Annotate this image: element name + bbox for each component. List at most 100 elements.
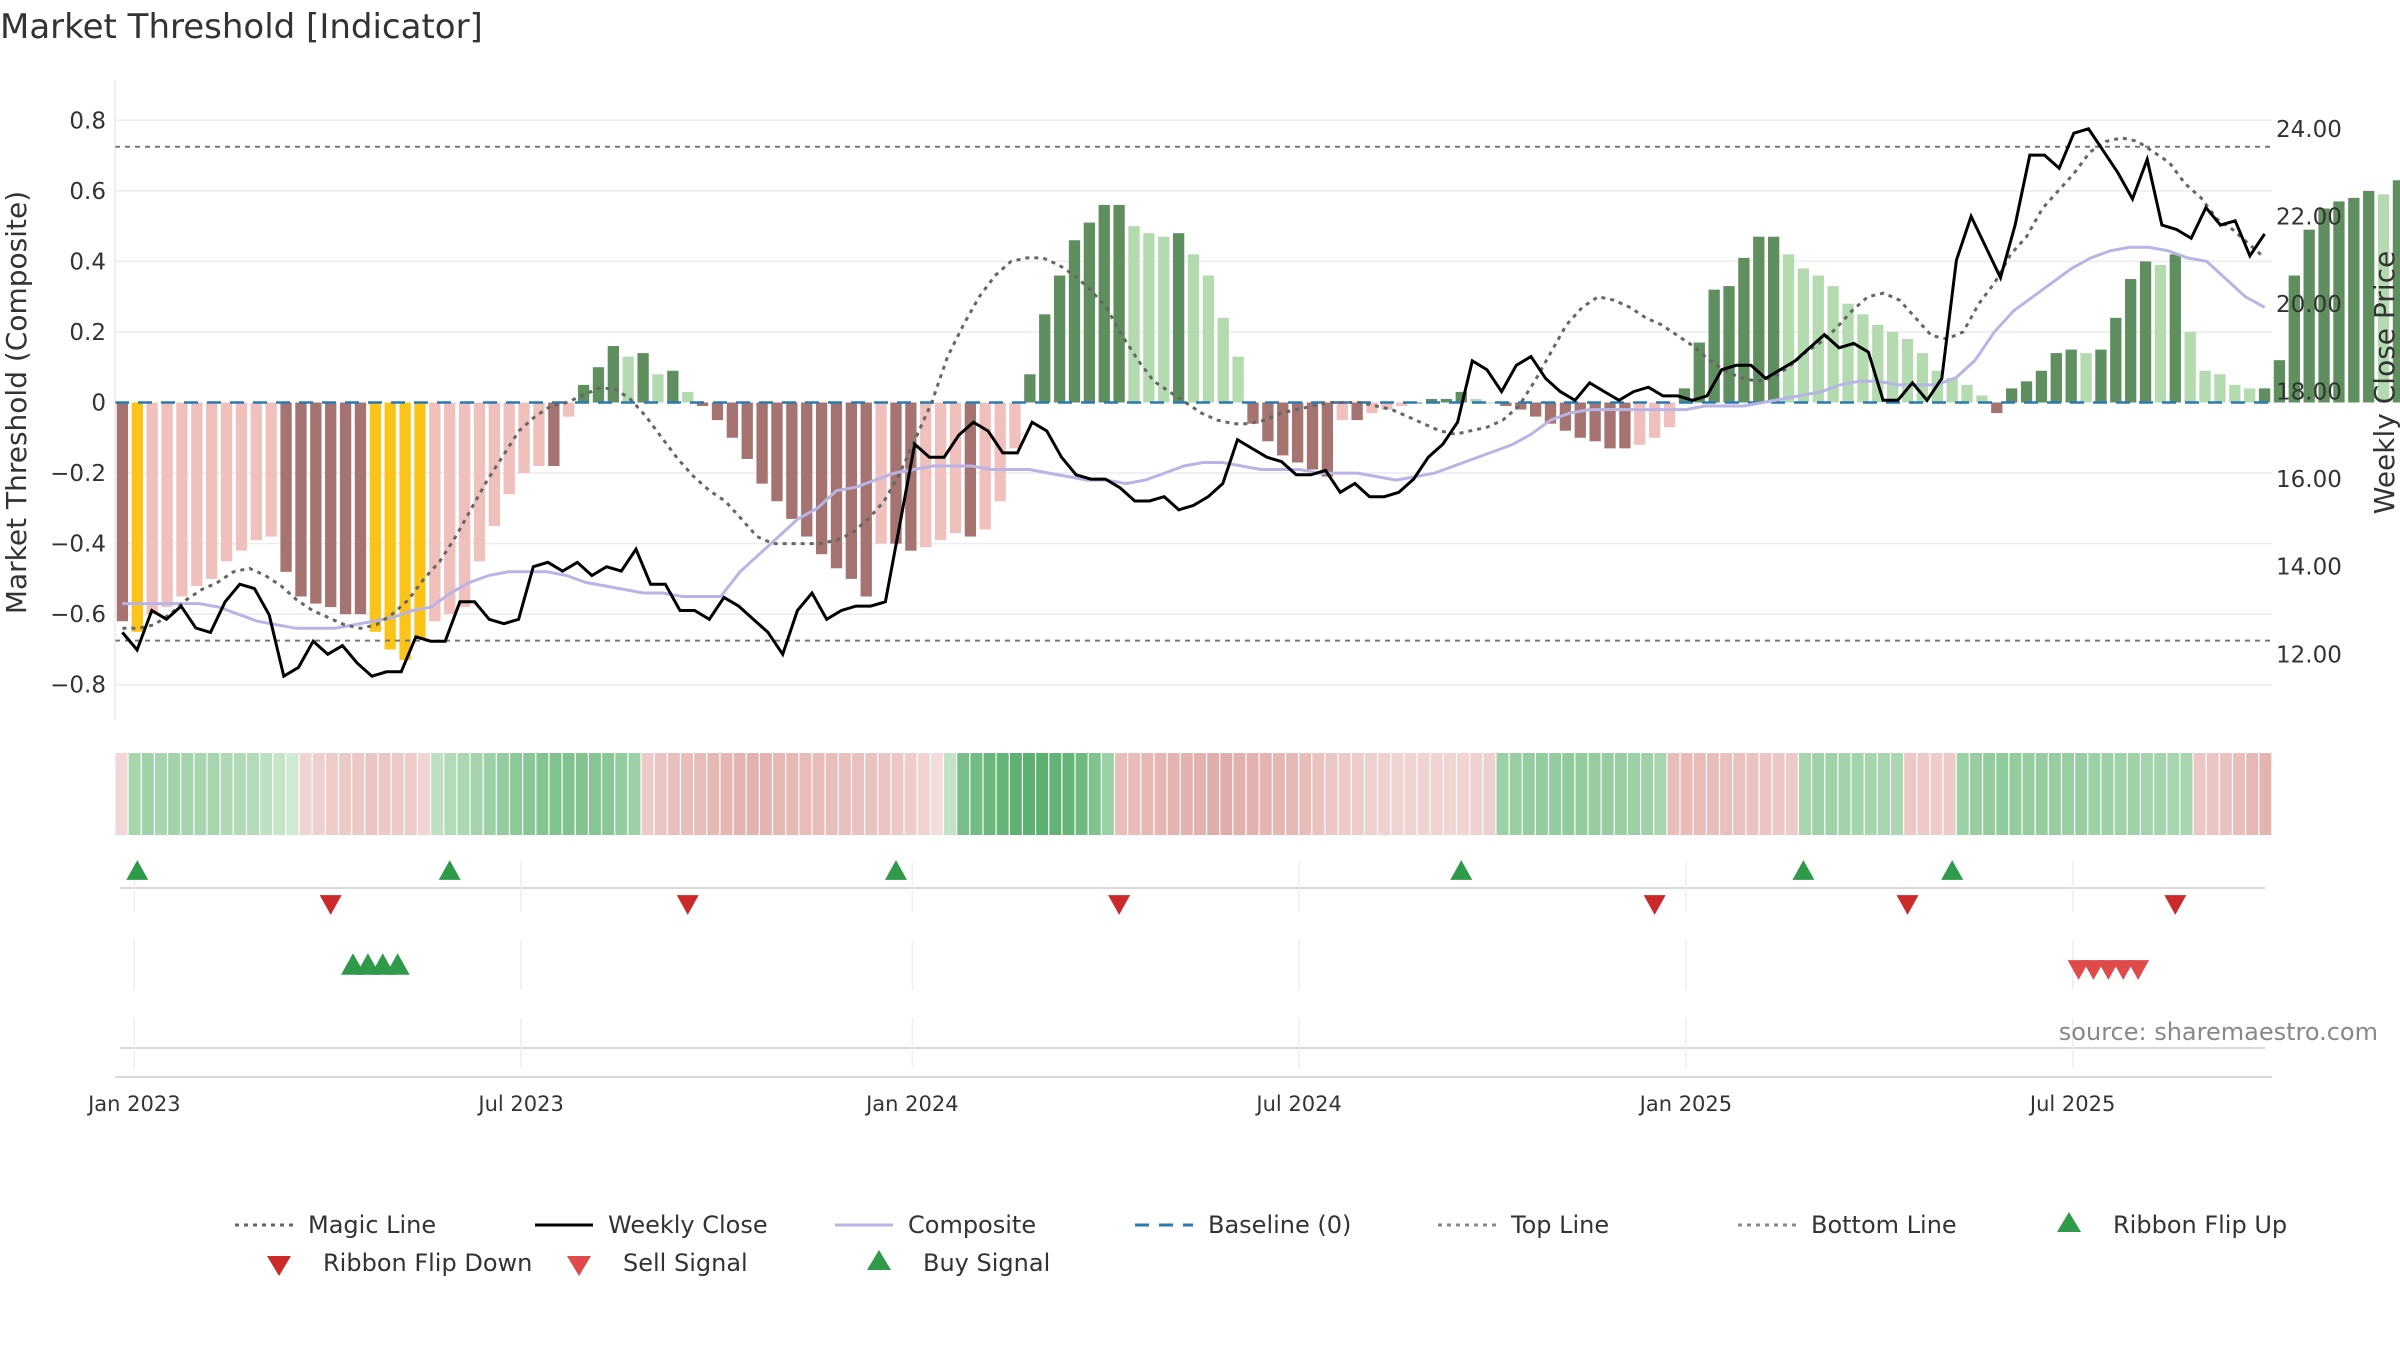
buy-signal-marker xyxy=(385,953,410,975)
ribbon-cell xyxy=(733,753,746,835)
ribbon-cell xyxy=(681,753,694,835)
ribbon-cell xyxy=(983,753,996,835)
legend-label: Bottom Line xyxy=(1811,1211,1957,1239)
composite-bar xyxy=(339,402,352,615)
ribbon-cell xyxy=(1733,753,1746,835)
ribbon-cell xyxy=(1220,753,1233,835)
ribbon-cell xyxy=(628,753,641,835)
ribbon-cell xyxy=(273,753,286,835)
composite-bar xyxy=(949,402,962,534)
ribbon-flip-up-marker xyxy=(438,860,461,880)
ribbon-cell xyxy=(575,753,588,835)
legend-swatch xyxy=(267,1256,291,1276)
composite-bar xyxy=(830,402,843,569)
composite-bar xyxy=(384,402,396,650)
ribbon-cell xyxy=(1522,753,1535,835)
ribbon-cell xyxy=(1430,753,1443,835)
legend-swatch xyxy=(867,1250,891,1270)
ribbon-cell xyxy=(773,753,786,835)
composite-bar xyxy=(548,402,560,466)
ribbon-cell xyxy=(720,753,733,835)
ribbon-cell xyxy=(1601,753,1614,835)
ribbon-cell xyxy=(339,753,352,835)
composite-bar xyxy=(905,402,917,551)
date-tick-label: Jan 2024 xyxy=(864,1092,959,1116)
composite-bar xyxy=(1797,268,1810,403)
composite-bar xyxy=(325,402,337,608)
composite-bar xyxy=(280,402,292,572)
ribbon-flip-down-marker xyxy=(676,895,699,915)
composite-bar xyxy=(1946,377,1958,403)
composite-bar xyxy=(2020,381,2033,403)
ribbon-cell xyxy=(1575,753,1588,835)
composite-bar xyxy=(1053,275,1066,403)
composite-bar xyxy=(1708,289,1720,403)
composite-bar xyxy=(191,402,203,586)
composite-bar xyxy=(1396,402,1408,407)
ribbon-cell xyxy=(1259,753,1272,835)
ribbon-cell xyxy=(957,753,970,835)
ribbon-cell xyxy=(2206,753,2219,835)
ribbon-flip-up-marker xyxy=(1941,860,1964,880)
ribbon-cell xyxy=(641,753,654,835)
ribbon-cell xyxy=(2035,753,2048,835)
composite-bar xyxy=(1544,402,1557,424)
ribbon-cell xyxy=(1075,753,1088,835)
composite-bar xyxy=(741,402,753,459)
ribbon-cell xyxy=(352,753,365,835)
composite-bar xyxy=(2184,331,2196,403)
composite-bar xyxy=(1351,402,1363,421)
ribbon-cell xyxy=(1628,753,1640,835)
ribbon-cell xyxy=(1049,753,1062,835)
composite-bar xyxy=(964,402,977,537)
ribbon-cell xyxy=(588,753,601,835)
composite-bar xyxy=(2303,229,2315,403)
ribbon-cell xyxy=(904,753,917,835)
ribbon-cell xyxy=(2233,753,2245,835)
ribbon-cell xyxy=(1667,753,1680,835)
left-tick-label: 0 xyxy=(91,391,106,417)
right-tick-label: 20.00 xyxy=(2276,292,2342,318)
ribbon-cell xyxy=(1207,753,1220,835)
composite-bar xyxy=(1128,226,1140,403)
ribbon-cell xyxy=(1180,753,1193,835)
date-tick-label: Jul 2025 xyxy=(2028,1092,2115,1116)
composite-bar xyxy=(518,402,530,474)
ribbon-cell xyxy=(1023,753,1035,835)
ribbon-cell xyxy=(1746,753,1759,835)
sell-signal-marker xyxy=(2082,960,2105,980)
ribbon-cell xyxy=(1825,753,1838,835)
ribbon-cell xyxy=(128,753,141,835)
ribbon-cell xyxy=(1720,753,1733,835)
ribbon-flip-down-marker xyxy=(1108,895,1131,915)
ribbon-cell xyxy=(1956,753,1969,835)
ribbon-flip-up-marker xyxy=(126,860,149,880)
ribbon-cell xyxy=(378,753,391,835)
ribbon-flip-down-marker xyxy=(319,895,342,915)
ribbon-cell xyxy=(365,753,378,835)
composite-bar xyxy=(1857,314,1869,403)
composite-bar xyxy=(2125,279,2137,403)
ribbon-cell xyxy=(1509,753,1522,835)
legend-swatch xyxy=(567,1256,591,1276)
ribbon-cell xyxy=(444,753,457,835)
composite-bar xyxy=(622,356,634,403)
ribbon-cell xyxy=(496,753,509,835)
ribbon-cell xyxy=(141,753,154,835)
ribbon-cell xyxy=(917,753,930,835)
ribbon-cell xyxy=(1272,753,1285,835)
ribbon-cell xyxy=(970,753,983,835)
composite-bar xyxy=(1291,402,1304,463)
composite-bar xyxy=(756,402,768,484)
ribbon-cell xyxy=(1930,753,1943,835)
ribbon-cell xyxy=(799,753,812,835)
left-axis: 0.8 0.6 0.4 0.2 0 −0.2 −0.4 −0.6 −0.8 xyxy=(50,80,116,720)
composite-bar xyxy=(801,402,813,537)
ribbon-cell xyxy=(812,753,825,835)
composite-bar xyxy=(1440,398,1453,403)
ribbon-cell xyxy=(1838,753,1851,835)
ribbon-cell xyxy=(891,753,904,835)
composite-bar xyxy=(1604,402,1616,449)
ribbon-cell xyxy=(602,753,615,835)
ribbon-cell xyxy=(1496,753,1509,835)
